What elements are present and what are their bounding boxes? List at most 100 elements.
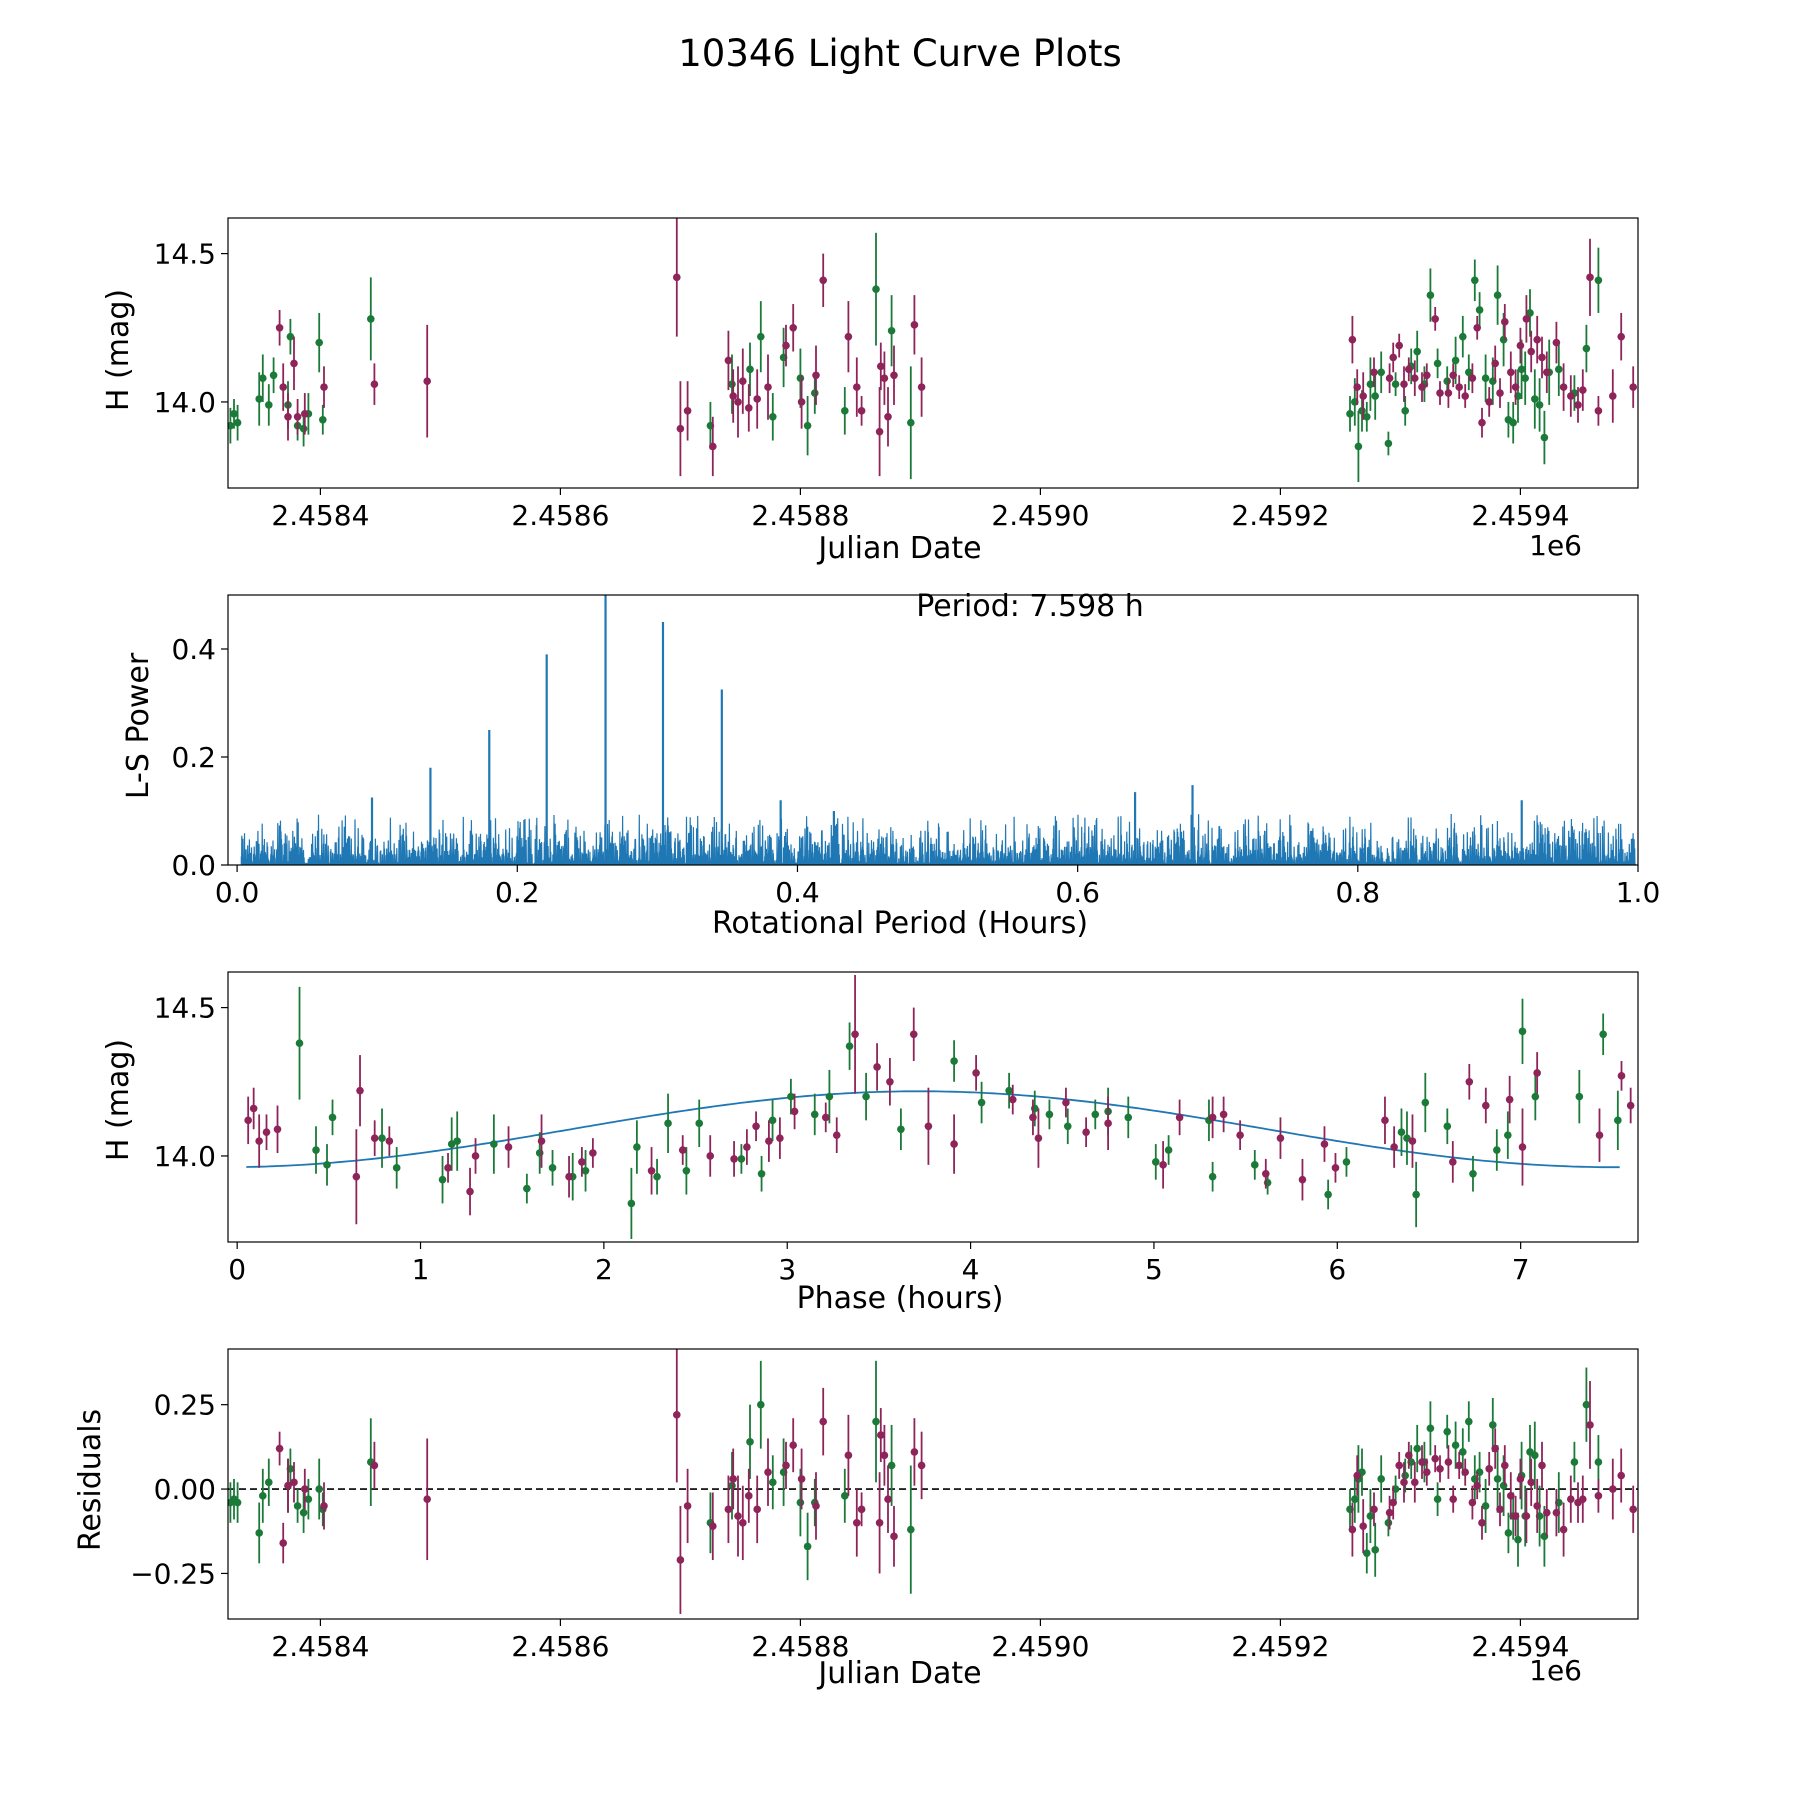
residuals-data-point	[769, 1478, 777, 1487]
light-curve-data-point	[1366, 380, 1375, 388]
light-curve-data-point	[1418, 383, 1426, 391]
phased-data-point	[565, 1172, 573, 1181]
light-curve-x-tick-label: 2.4594	[1471, 499, 1569, 532]
light-curve-data-point	[255, 395, 263, 403]
phased-x-tick-label: 6	[1328, 1253, 1346, 1286]
light-curve-data-point	[1501, 318, 1509, 326]
light-curve-data-point	[1481, 374, 1490, 383]
phased-data-point	[1104, 1119, 1112, 1128]
light-curve-data-point	[290, 359, 298, 368]
phased-data-point	[1091, 1110, 1100, 1119]
phased-data-point	[453, 1137, 461, 1145]
residuals-data-point	[1485, 1465, 1493, 1473]
residuals-x-tick-label: 2.4594	[1471, 1630, 1569, 1663]
residuals-data-point	[1527, 1478, 1535, 1487]
light-curve-data-point	[769, 412, 777, 421]
residuals-data-point	[1516, 1475, 1525, 1483]
light-curve-data-point	[812, 371, 820, 380]
phased-data-point	[578, 1158, 586, 1166]
phased-data-point	[832, 1131, 841, 1139]
light-curve-data-point	[275, 323, 284, 332]
residuals-data-point	[676, 1556, 685, 1564]
light-curve-data-point	[1353, 383, 1361, 391]
phased-data-point	[768, 1116, 777, 1125]
phased-x-tick-label: 2	[595, 1253, 613, 1286]
light-curve-data-point	[764, 383, 772, 391]
light-curve-data-point	[1609, 392, 1617, 400]
phased-data-point	[664, 1119, 672, 1128]
residuals-data-point	[872, 1417, 880, 1426]
residuals-y-tick-label: 0.25	[154, 1389, 216, 1422]
phased-data-point	[1164, 1146, 1173, 1154]
light-curve-data-point	[729, 392, 737, 400]
residuals-data-point	[789, 1441, 797, 1449]
phased-data-point	[845, 1042, 854, 1050]
residuals-data-point	[739, 1519, 747, 1527]
phased-data-point	[1175, 1113, 1184, 1122]
residuals-data-point	[1455, 1461, 1463, 1470]
light-curve-data-point	[676, 424, 685, 433]
phased-data-point	[1469, 1169, 1477, 1178]
phased-data-point	[323, 1161, 331, 1169]
phased-data-point	[1449, 1158, 1457, 1166]
residuals-data-point	[1359, 1522, 1367, 1530]
light-curve-data-point	[301, 410, 309, 418]
light-curve-data-point	[797, 398, 806, 406]
residuals-data-point	[1504, 1529, 1513, 1537]
light-curve-data-point	[877, 362, 885, 371]
light-curve-data-point	[724, 356, 733, 365]
light-curve-data-point	[875, 427, 884, 436]
light-curve-data-point	[1559, 383, 1568, 391]
light-curve-data-point	[269, 371, 278, 380]
residuals-data-point	[265, 1478, 273, 1487]
residuals-panel: Julian Date Residuals 1e6 2.4584 2.4586 2.…	[73, 1348, 1639, 1691]
light-curve-data-point	[284, 412, 292, 421]
light-curve-data-point	[1385, 374, 1394, 383]
residuals-data-point	[1400, 1478, 1408, 1487]
phased-data-point	[897, 1125, 905, 1134]
light-curve-data-point	[233, 418, 242, 427]
light-curve-data-point	[1527, 347, 1535, 356]
phased-plot-area	[244, 974, 1635, 1240]
light-curve-data-point	[1443, 377, 1451, 385]
residuals-data-point	[1552, 1508, 1561, 1517]
residuals-data-point	[1451, 1441, 1460, 1449]
light-curve-x-tick-label: 2.4586	[511, 499, 609, 532]
residuals-data-point	[275, 1444, 284, 1453]
phased-data-point	[1159, 1161, 1167, 1169]
light-curve-data-point	[279, 383, 288, 391]
phased-data-point	[821, 1113, 830, 1122]
residuals-data-point	[1465, 1417, 1473, 1426]
residuals-data-point	[259, 1492, 267, 1500]
residuals-x-tick-label: 2.4592	[1231, 1630, 1329, 1663]
residuals-data-point	[1478, 1519, 1486, 1527]
light-curve-data-point	[1377, 368, 1385, 377]
phased-data-point	[950, 1057, 958, 1065]
phased-data-point	[471, 1152, 480, 1160]
light-curve-data-point	[1543, 368, 1551, 377]
phased-data-point	[548, 1164, 557, 1172]
phased-data-point	[752, 1122, 760, 1131]
phased-data-point	[873, 1063, 881, 1071]
light-curve-data-point	[811, 389, 819, 397]
phased-data-point	[1124, 1113, 1133, 1122]
residuals-data-point	[753, 1505, 761, 1514]
light-curve-data-point	[286, 332, 295, 341]
light-curve-data-point	[1538, 353, 1546, 362]
residuals-data-point	[917, 1461, 926, 1470]
phased-data-point	[909, 1030, 918, 1039]
phased-data-point	[1276, 1134, 1285, 1142]
light-curve-data-point	[1594, 276, 1603, 285]
residuals-data-point	[1385, 1508, 1394, 1517]
residuals-data-point	[1594, 1492, 1603, 1500]
light-curve-data-point	[1436, 389, 1444, 397]
phased-data-point	[392, 1164, 401, 1172]
light-curve-data-point	[1617, 332, 1625, 341]
residuals-y-tick-label: −0.25	[130, 1557, 216, 1590]
light-curve-data-point	[319, 415, 327, 424]
light-curve-data-point	[1426, 291, 1435, 299]
phased-data-point	[737, 1155, 746, 1163]
residuals-data-point	[279, 1539, 288, 1547]
phased-data-point	[370, 1134, 379, 1142]
